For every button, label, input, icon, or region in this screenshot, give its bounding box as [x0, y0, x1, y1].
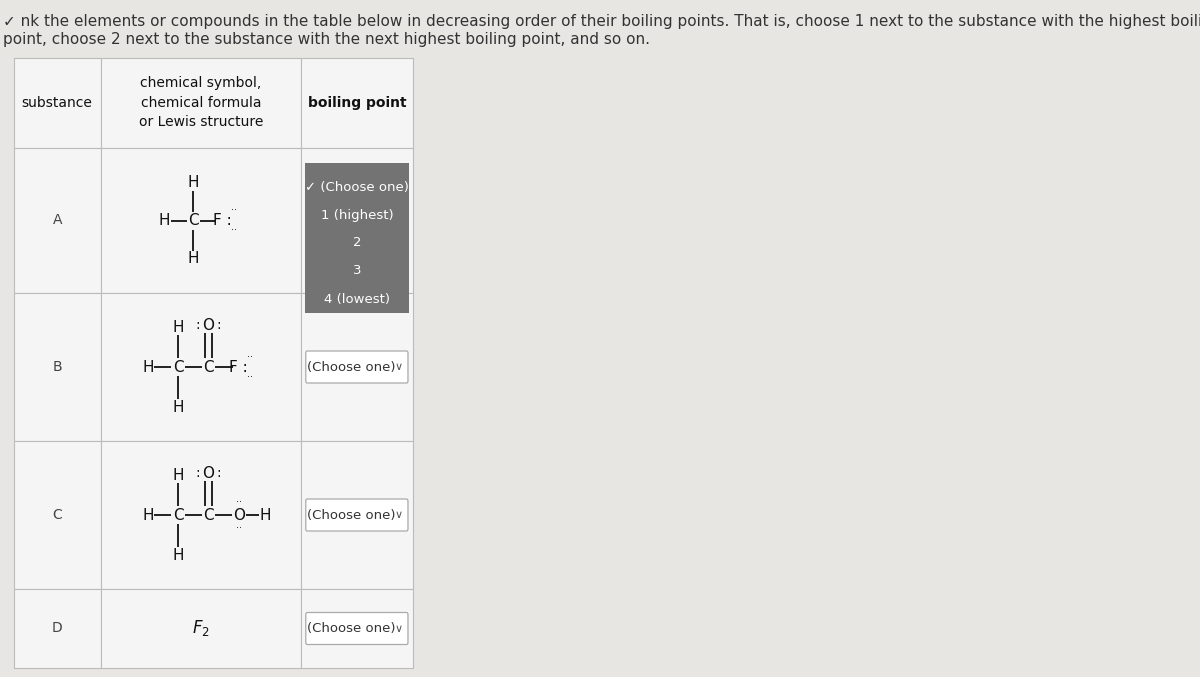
Text: H: H: [173, 320, 184, 334]
Text: O: O: [233, 508, 245, 523]
Text: C: C: [188, 213, 199, 228]
Text: H: H: [173, 548, 184, 563]
Bar: [13, 293, 101, 441]
Bar: [13, 441, 101, 589]
Text: :: :: [196, 466, 200, 480]
Bar: [101, 589, 301, 668]
FancyBboxPatch shape: [306, 613, 408, 645]
Text: H: H: [187, 251, 199, 266]
Bar: [301, 148, 413, 293]
Text: C: C: [203, 508, 214, 523]
Bar: [13, 589, 101, 668]
Text: 3: 3: [353, 265, 361, 278]
Text: B: B: [53, 360, 62, 374]
Text: ··: ··: [236, 523, 242, 533]
Text: F :: F :: [229, 359, 248, 374]
Text: F :: F :: [212, 213, 232, 228]
Text: A: A: [53, 213, 62, 227]
Text: O: O: [203, 318, 215, 332]
FancyBboxPatch shape: [306, 499, 408, 531]
Text: O: O: [203, 466, 215, 481]
Text: :: :: [217, 318, 222, 332]
Text: ✓ nk the elements or compounds in the table below in decreasing order of their b: ✓ nk the elements or compounds in the ta…: [4, 14, 1200, 29]
Text: $F_2$: $F_2$: [192, 619, 210, 638]
Text: ··: ··: [247, 352, 253, 362]
Bar: [101, 58, 301, 148]
Bar: [101, 148, 301, 293]
Text: point, choose 2 next to the substance with the next highest boiling point, and s: point, choose 2 next to the substance wi…: [4, 32, 650, 47]
Text: 1 (highest): 1 (highest): [320, 209, 394, 221]
Bar: [301, 589, 413, 668]
Text: H: H: [143, 508, 154, 523]
Bar: [13, 148, 101, 293]
Text: C: C: [173, 359, 184, 374]
Text: H: H: [173, 468, 184, 483]
Text: :: :: [196, 318, 200, 332]
Text: 2: 2: [353, 236, 361, 250]
FancyBboxPatch shape: [306, 351, 408, 383]
Text: ··: ··: [247, 372, 253, 382]
Bar: [301, 58, 413, 148]
Text: ··: ··: [236, 497, 242, 507]
Bar: [301, 441, 413, 589]
Text: substance: substance: [22, 96, 92, 110]
Text: C: C: [53, 508, 62, 522]
Text: chemical symbol,
chemical formula
or Lewis structure: chemical symbol, chemical formula or Lew…: [139, 77, 263, 129]
Bar: [305, 163, 409, 313]
Text: (Choose one): (Choose one): [306, 508, 395, 521]
Text: (Choose one): (Choose one): [306, 622, 395, 635]
Text: ∨: ∨: [395, 624, 403, 634]
Bar: [101, 441, 301, 589]
Text: ✓ (Choose one): ✓ (Choose one): [305, 181, 409, 194]
Text: H: H: [259, 508, 271, 523]
Text: (Choose one): (Choose one): [306, 360, 395, 374]
Text: ∨: ∨: [395, 362, 403, 372]
Text: ··: ··: [232, 225, 238, 236]
Bar: [13, 58, 101, 148]
Text: H: H: [187, 175, 199, 190]
Text: C: C: [203, 359, 214, 374]
Text: H: H: [143, 359, 154, 374]
Bar: [101, 293, 301, 441]
Text: :: :: [217, 466, 222, 480]
Text: ··: ··: [232, 206, 238, 215]
Text: H: H: [158, 213, 170, 228]
Text: 4 (lowest): 4 (lowest): [324, 292, 390, 305]
Text: boiling point: boiling point: [307, 96, 406, 110]
Text: ∨: ∨: [395, 510, 403, 520]
Bar: [301, 293, 413, 441]
Text: H: H: [173, 399, 184, 414]
Text: D: D: [52, 621, 62, 636]
Text: C: C: [173, 508, 184, 523]
